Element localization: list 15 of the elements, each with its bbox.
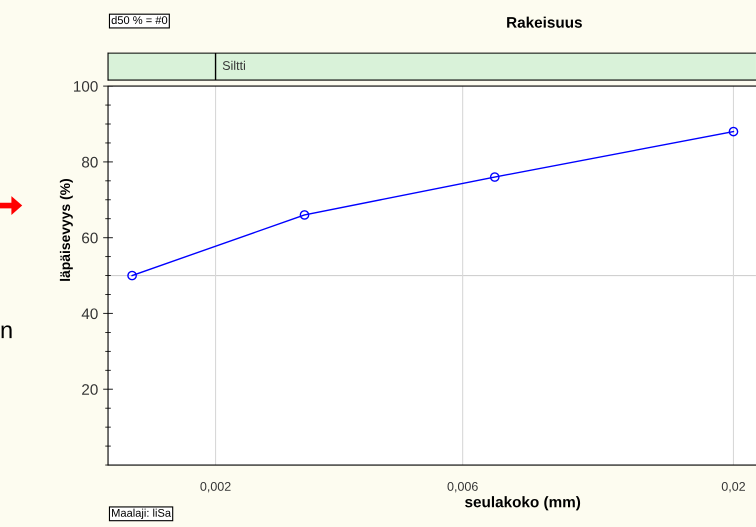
y-tick-label: 80 <box>82 156 98 168</box>
ref-line-label: Siltti <box>222 60 245 70</box>
text: d50 % = #0 <box>112 16 168 24</box>
chart-title: Rakeisuus <box>507 16 582 28</box>
y-tick-label: 100 <box>74 80 98 92</box>
x-tick-label: 0,006 <box>448 482 478 492</box>
text: Maalaji: liSa <box>112 508 172 520</box>
y-tick-label: 40 <box>82 308 98 320</box>
y-axis-title: läpäisevyys (%) <box>60 179 73 281</box>
text: n <box>2 325 12 338</box>
x-axis-title: seulakoko (mm) <box>465 496 580 510</box>
y-tick-label: 20 <box>82 384 98 395</box>
x-tick-label: 0,02 <box>722 482 746 492</box>
y-tick-label: 60 <box>82 232 98 244</box>
x-tick-label: 0,002 <box>200 482 231 492</box>
